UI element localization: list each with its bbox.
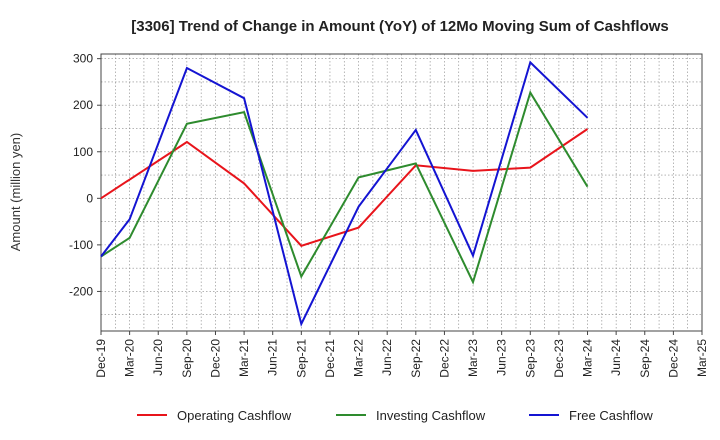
x-tick-label: Sep-24 — [638, 339, 652, 378]
plot-frame — [100, 53, 703, 332]
x-tick-label: Jun-22 — [380, 339, 394, 376]
series-line-free-cashflow — [100, 60, 589, 327]
series-line-operating-cashflow — [100, 128, 589, 247]
grid — [101, 54, 702, 331]
chart-title: [3306] Trend of Change in Amount (YoY) o… — [131, 18, 669, 35]
y-tick-label: -100 — [69, 238, 93, 252]
y-axis-label: Amount (million yen) — [8, 133, 23, 252]
x-tick-label: Sep-22 — [409, 339, 423, 378]
y-tick-label: 200 — [73, 98, 93, 112]
y-tick-label: 0 — [86, 191, 93, 205]
legend-label-free-cashflow: Free Cashflow — [569, 408, 653, 423]
x-tick-label: Jun-21 — [266, 339, 280, 376]
x-tick-label: Mar-20 — [123, 339, 137, 377]
x-tick-label: Dec-21 — [323, 339, 337, 378]
x-tick-label: Jun-20 — [151, 339, 165, 376]
x-tick-label: Dec-20 — [208, 339, 222, 378]
x-tick-label: Mar-22 — [352, 339, 366, 377]
x-tick-label: Dec-19 — [94, 339, 108, 378]
y-tick-label: 300 — [73, 52, 93, 66]
x-tick-label: Sep-20 — [180, 339, 194, 378]
x-tick-label: Mar-23 — [466, 339, 480, 377]
x-tick-label: Dec-24 — [666, 339, 680, 378]
y-tick-label: -200 — [69, 284, 93, 298]
x-tick-label: Jun-23 — [495, 339, 509, 376]
x-tick-label: Mar-21 — [237, 339, 251, 377]
x-tick-label: Mar-24 — [581, 339, 595, 377]
x-tick-label: Jun-24 — [609, 339, 623, 376]
y-axis-ticks: -200 -100 0 100 200 300 — [69, 52, 101, 298]
legend: Operating Cashflow Investing Cashflow Free… — [137, 408, 653, 423]
x-axis-ticks: Dec-19 Mar-20 Jun-20 Sep-20 Dec-20 Mar-21 Jun-… — [94, 331, 709, 378]
y-tick-label: 100 — [73, 145, 93, 159]
x-tick-label: Sep-21 — [294, 339, 308, 378]
x-tick-label: Dec-23 — [552, 339, 566, 378]
legend-label-investing-cashflow: Investing Cashflow — [376, 408, 486, 423]
x-tick-label: Dec-22 — [437, 339, 451, 378]
x-tick-label: Sep-23 — [523, 339, 537, 378]
series-lines — [100, 60, 589, 327]
x-tick-label: Mar-25 — [695, 339, 709, 377]
legend-label-operating-cashflow: Operating Cashflow — [177, 408, 292, 423]
series-line-investing-cashflow — [100, 90, 589, 285]
